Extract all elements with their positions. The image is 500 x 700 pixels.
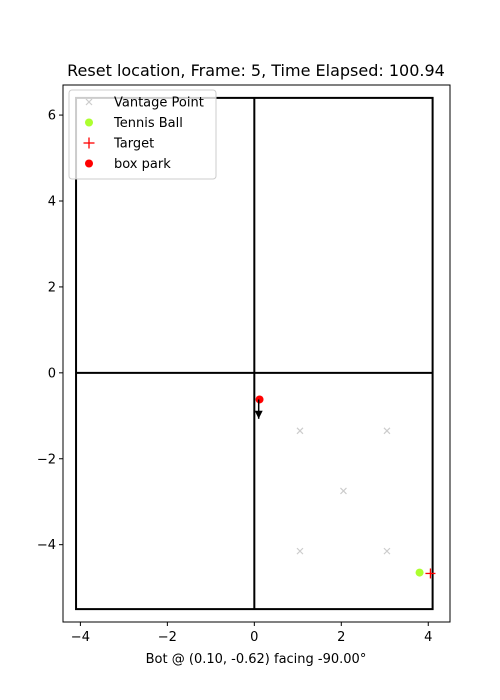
x-axis: −4 −2 0 2 4	[71, 622, 433, 645]
chart-title: Reset location, Frame: 5, Time Elapsed: …	[67, 61, 445, 80]
vantage-point-marker-3	[297, 548, 303, 554]
legend: Vantage Point Tennis Ball Target box park	[69, 90, 216, 179]
y-axis: −4 −2 0 2 4 6	[37, 109, 63, 554]
vantage-point-marker-2	[340, 488, 346, 494]
x-tick-label: 4	[424, 630, 432, 645]
vantage-point-marker-4	[384, 548, 390, 554]
x-tick-label: 0	[250, 630, 258, 645]
x-tick-label: −4	[71, 630, 90, 645]
y-tick-label: −2	[37, 452, 56, 467]
target-marker-0	[425, 568, 435, 578]
legend-tennis-ball-marker	[85, 119, 93, 127]
y-tick-label: 4	[48, 194, 56, 209]
x-tick-label: 2	[337, 630, 345, 645]
y-tick-label: 2	[48, 280, 56, 295]
vantage-point-marker-0	[297, 428, 303, 434]
y-tick-label: −4	[37, 538, 56, 553]
legend-box-park-label: box park	[114, 157, 171, 172]
vantage-point-marker-1	[384, 428, 390, 434]
data-markers	[256, 395, 436, 578]
x-tick-label: −2	[158, 630, 177, 645]
legend-box-park-marker	[85, 160, 93, 168]
tennis-ball-marker-0	[416, 569, 424, 577]
legend-tennis-ball-label: Tennis Ball	[113, 116, 183, 131]
legend-vantage-point-label: Vantage Point	[114, 96, 204, 111]
y-tick-label: 6	[48, 109, 56, 124]
y-tick-label: 0	[48, 366, 56, 381]
legend-target-label: Target	[113, 137, 154, 152]
x-axis-label: Bot @ (0.10, -0.62) facing -90.00°	[146, 652, 367, 667]
box-park-marker-0	[256, 395, 264, 403]
bot-arrow-head	[255, 411, 263, 419]
